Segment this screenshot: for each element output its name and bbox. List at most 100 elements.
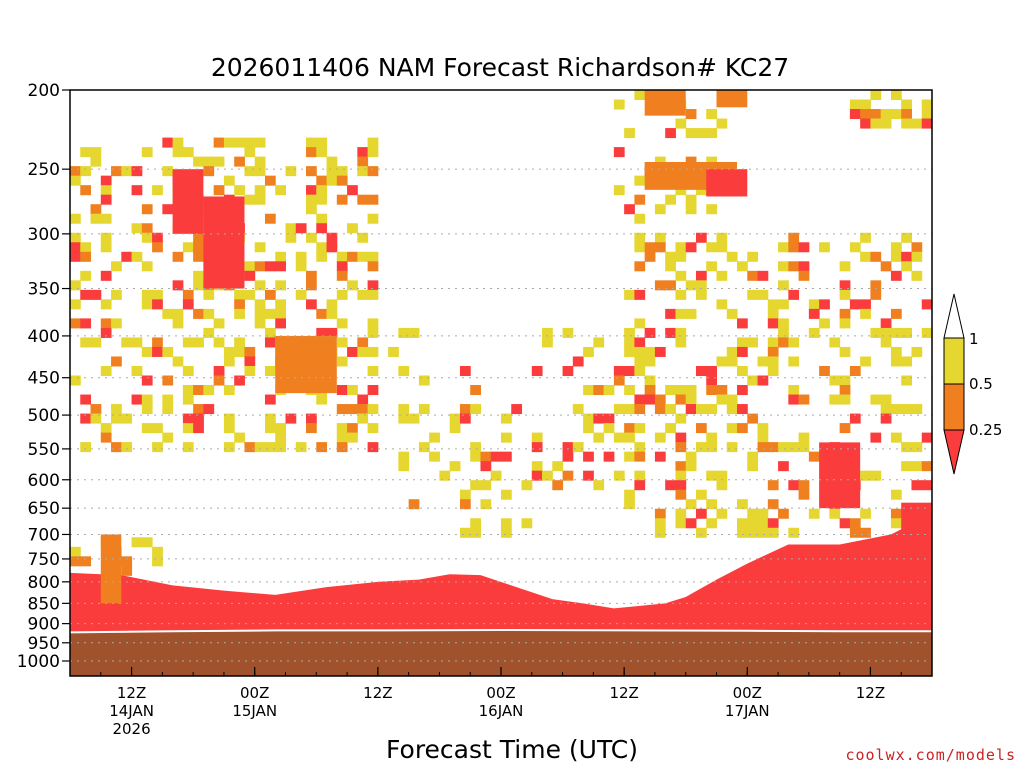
- ri-cell: [572, 356, 584, 367]
- x-tick-label: 14JAN: [109, 702, 154, 720]
- ri-cell: [213, 137, 225, 148]
- ri-cell: [264, 327, 276, 338]
- ri-cell: [203, 166, 215, 177]
- ri-cell: [152, 423, 163, 434]
- ri-cell: [306, 232, 317, 243]
- y-tick-label: 1000: [17, 652, 60, 672]
- y-tick-label: 750: [28, 550, 60, 570]
- ri-cell: [675, 289, 687, 300]
- ri-cell: [336, 166, 348, 177]
- ri-cell: [613, 470, 625, 481]
- ri-cell: [275, 308, 286, 319]
- ri-cell: [767, 356, 779, 367]
- ri-cell: [634, 90, 646, 101]
- ri-cell: [182, 385, 194, 396]
- ri-cell: [634, 346, 646, 357]
- ri-cell: [449, 413, 461, 424]
- ri-cell: [367, 251, 379, 262]
- ri-cell: [306, 204, 317, 215]
- ri-cell: [357, 194, 369, 205]
- ri-cell: [470, 480, 481, 491]
- ri-cell: [634, 470, 646, 481]
- ri-cell: [193, 413, 204, 424]
- ri-cell: [603, 385, 615, 396]
- ri-cell: [193, 337, 204, 348]
- ri-cell: [860, 356, 871, 367]
- ri-cell: [583, 451, 594, 462]
- ri-cell: [788, 261, 800, 272]
- ri-cell: [152, 242, 163, 253]
- x-axis-label: Forecast Time (UTC): [386, 735, 638, 764]
- ri-cell: [131, 394, 143, 405]
- ri-cell: [254, 308, 266, 319]
- ri-cell: [921, 432, 933, 443]
- ri-cell: [870, 394, 882, 405]
- ri-cell: [100, 299, 112, 310]
- ri-cell: [737, 423, 748, 434]
- ri-cell: [203, 385, 215, 396]
- ri-cell: [562, 442, 574, 453]
- ri-cell: [737, 527, 748, 538]
- ri-cell: [716, 356, 728, 367]
- y-tick-label: 450: [28, 369, 60, 389]
- ri-cell: [860, 470, 871, 481]
- ri-cell: [624, 385, 635, 396]
- ri-cell: [695, 404, 707, 415]
- ri-cell: [839, 308, 851, 319]
- ri-cell: [80, 147, 92, 158]
- ri-cell: [70, 242, 81, 253]
- ri-cell: [264, 337, 276, 348]
- ri-cell: [870, 109, 882, 120]
- ri-cell: [839, 385, 851, 396]
- ri-cell: [695, 423, 707, 434]
- ri-cell: [193, 242, 204, 253]
- ri-cell: [316, 137, 328, 148]
- ri-cell: [357, 289, 369, 300]
- ri-cell: [849, 518, 861, 529]
- ri-cell: [80, 337, 92, 348]
- ri-cell: [234, 299, 245, 310]
- ri-cell: [706, 499, 717, 510]
- ri-cell: [152, 337, 163, 348]
- ri-cell: [665, 280, 676, 291]
- ri-cell: [141, 404, 153, 415]
- ri-cell: [100, 232, 112, 243]
- ri-cell: [285, 232, 297, 243]
- ri-cell: [501, 527, 512, 538]
- ri-cell: [121, 442, 133, 453]
- ri-cell: [100, 185, 112, 196]
- ri-cell: [706, 470, 717, 481]
- ri-cell: [849, 242, 861, 253]
- ri-cell: [203, 289, 215, 300]
- ri-cell: [911, 346, 923, 357]
- ri-cell: [264, 442, 276, 453]
- x-tick-label: 12Z: [363, 684, 392, 702]
- ri-cell: [152, 299, 163, 310]
- ri-cell: [654, 451, 666, 462]
- ri-cell: [357, 394, 369, 405]
- ri-cell: [244, 137, 256, 148]
- ri-cell: [583, 413, 594, 424]
- ri-cell: [111, 442, 122, 453]
- ri-cell: [275, 299, 286, 310]
- ri-cell: [295, 442, 307, 453]
- ri-cell: [562, 451, 574, 462]
- ri-cell: [162, 432, 174, 443]
- ri-cell: [182, 394, 194, 405]
- ri-cell: [193, 251, 204, 262]
- ri-cell: [757, 375, 769, 386]
- ri-cell: [244, 166, 256, 177]
- ri-cell: [357, 166, 369, 177]
- ri-cell: [316, 194, 328, 205]
- ri-cell: [921, 299, 933, 310]
- ri-cell: [152, 556, 163, 567]
- ri-cell: [675, 385, 687, 396]
- ri-cell: [439, 470, 451, 481]
- ri-cell: [788, 232, 800, 243]
- ri-cell: [264, 261, 276, 272]
- y-tick-label: 800: [28, 573, 60, 593]
- ri-cell: [141, 289, 153, 300]
- ri-cell: [665, 480, 676, 491]
- ri-cell: [316, 442, 328, 453]
- ri-cell: [808, 327, 820, 338]
